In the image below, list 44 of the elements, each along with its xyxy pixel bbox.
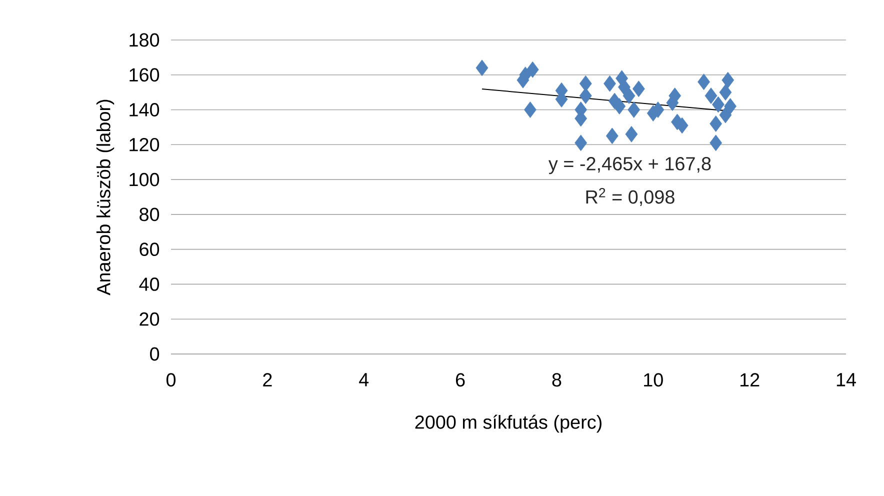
point: [476, 60, 488, 76]
y-tick-label: 140: [130, 103, 160, 116]
x-tick-label: 12: [740, 373, 760, 386]
point: [704, 88, 718, 104]
y-tick-label: 0: [150, 347, 160, 361]
y-tick-label: 80: [140, 208, 160, 222]
point: [724, 98, 736, 114]
point: [722, 72, 734, 88]
point: [526, 61, 539, 78]
y-tick-label: 60: [140, 242, 160, 256]
y-tick-label: 100: [130, 172, 160, 186]
point: [719, 106, 732, 124]
point: [712, 96, 724, 113]
x-tick-label: 2: [263, 373, 272, 386]
x-axis-title: 2000 m síkfutás (perc): [415, 414, 602, 433]
point: [698, 74, 710, 90]
x-tick-label: 8: [552, 373, 562, 387]
point: [524, 102, 536, 118]
point: [574, 134, 588, 152]
point: [579, 88, 592, 104]
point: [632, 80, 645, 98]
y-tick-label: 180: [130, 33, 160, 47]
y-axis-title: Anaerob küszöb (labor): [96, 100, 114, 296]
y-tick-label: 120: [130, 138, 160, 152]
y-tick-label: 20: [140, 312, 160, 326]
x-tick-label: 0: [166, 373, 176, 387]
point: [579, 75, 592, 92]
point: [622, 88, 636, 104]
point: [719, 84, 732, 101]
point: [710, 116, 722, 132]
x-tick-label: 14: [836, 373, 856, 386]
annotation: y = -2,465x + 167,8: [548, 157, 711, 174]
x-tick-label: 4: [359, 373, 369, 386]
point: [628, 102, 640, 118]
point: [604, 75, 616, 92]
point: [625, 126, 638, 142]
point: [613, 98, 626, 114]
x-tick-label: 6: [456, 373, 465, 387]
x-tick-label: 10: [644, 373, 663, 387]
y-tick-label: 160: [130, 68, 160, 82]
annotation: R$^{2}$ = 0,098: [586, 188, 674, 206]
y-tick-label: 40: [139, 278, 160, 291]
point: [606, 128, 618, 144]
point: [710, 134, 722, 152]
